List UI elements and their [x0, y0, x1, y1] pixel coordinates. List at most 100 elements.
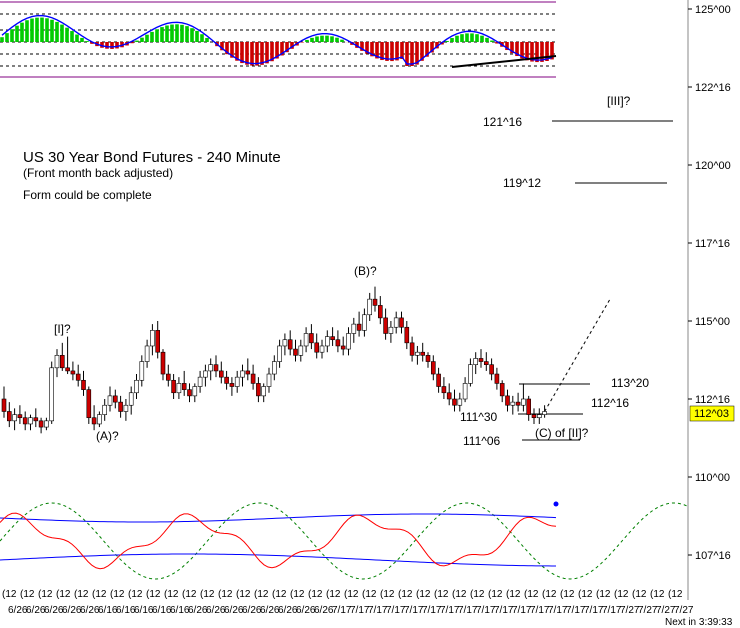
x-date-label: 7/17 — [530, 605, 550, 616]
candle-body — [197, 376, 203, 387]
candle-body — [309, 333, 314, 344]
candle-body — [494, 373, 500, 384]
histogram-bar — [165, 25, 169, 42]
wave-label-C-of-II: (C) of [II]? — [535, 426, 589, 440]
histogram-bar — [60, 24, 64, 42]
candle-body — [12, 414, 17, 422]
candle-body — [388, 326, 394, 334]
histogram-bar — [135, 40, 139, 42]
histogram-bar — [15, 25, 19, 42]
histogram-bar — [400, 42, 404, 60]
histogram-bar — [335, 37, 339, 42]
histogram-bar — [130, 42, 134, 44]
candle-body — [219, 370, 224, 378]
histogram-bar — [185, 26, 189, 42]
x-time-label: (12 — [452, 589, 467, 600]
cycle-wave-line — [0, 502, 688, 580]
x-date-label: 6/26 — [314, 605, 334, 616]
x-time-label: (12 — [470, 589, 485, 600]
candle-body — [28, 417, 33, 425]
candle-body — [192, 386, 198, 397]
candle-body — [160, 351, 166, 375]
candle-body — [483, 361, 489, 365]
candle-body — [303, 333, 309, 347]
candle-body — [340, 345, 346, 350]
x-time-label: (12 — [92, 589, 107, 600]
histogram-bar — [460, 34, 464, 42]
histogram-bar — [155, 29, 159, 42]
top-indicator-panel — [0, 1, 557, 78]
x-date-label: 6/16 — [134, 605, 154, 616]
candle-body — [362, 314, 367, 331]
candle-body — [298, 345, 304, 356]
histogram-bar — [275, 42, 279, 59]
y-tick-label: 120^00 — [695, 160, 731, 172]
histogram-bar — [305, 39, 309, 42]
histogram-bar — [205, 37, 209, 42]
candle-body — [44, 420, 49, 428]
candle-body — [356, 323, 362, 331]
histogram-bar — [280, 42, 284, 56]
candle-body — [271, 361, 277, 375]
y-axis-ticks: 125^00 122^16 120^00 117^16 115^00 112^16 110^… — [688, 4, 731, 562]
y-tick-label: 125^00 — [695, 4, 731, 16]
x-time-label: (12 — [506, 589, 521, 600]
histogram-bar — [235, 42, 239, 61]
candle-body — [144, 345, 150, 362]
x-date-label: 7/17 — [350, 605, 370, 616]
candle-body — [150, 330, 155, 347]
candle-body — [293, 348, 298, 356]
histogram-bar — [90, 42, 94, 44]
histogram-bar — [180, 24, 184, 42]
candle-body — [319, 345, 325, 353]
histogram-bar — [425, 42, 429, 57]
histogram-bar — [485, 37, 489, 42]
x-time-label: (12 — [488, 589, 503, 600]
histogram-bar — [300, 42, 304, 43]
target-label-113-20: 113^20 — [611, 376, 649, 390]
wave-label-I: [I]? — [54, 322, 71, 336]
candle-body — [441, 386, 447, 394]
histogram-bar — [355, 42, 359, 48]
y-tick-label: 112^16 — [695, 394, 730, 406]
histogram-bar — [150, 31, 154, 42]
candle-body — [420, 351, 426, 356]
y-tick-label: 117^16 — [695, 238, 730, 250]
x-time-label: (12 — [614, 589, 629, 600]
candle-body — [377, 305, 383, 319]
x-axis-date-labels: 6/266/266/266/266/266/166/166/166/166/16… — [8, 605, 694, 616]
histogram-bar — [450, 38, 454, 42]
candle-body — [536, 414, 542, 419]
histogram-bar — [455, 35, 459, 42]
candle-body — [171, 379, 176, 394]
histogram-bar — [390, 42, 394, 62]
candle-body — [436, 373, 441, 387]
candle-body — [250, 373, 256, 384]
candle-body — [240, 370, 245, 378]
histogram-bar — [495, 42, 499, 44]
histogram-bar — [140, 37, 144, 42]
wave-label-B: (B)? — [354, 264, 377, 278]
x-time-label: (12 — [650, 589, 665, 600]
histogram-bar — [430, 42, 434, 53]
histogram-bar — [325, 35, 329, 42]
x-time-label: (12 — [200, 589, 215, 600]
candle-body — [489, 364, 494, 375]
x-date-label: 6/26 — [8, 605, 28, 616]
candle-body — [139, 361, 145, 381]
histogram-bar — [320, 35, 324, 42]
histogram-bar — [310, 37, 314, 42]
x-time-label: (12 — [146, 589, 161, 600]
candle-body — [531, 414, 537, 419]
x-date-label: 7/17 — [548, 605, 568, 616]
x-date-label: 7/17 — [602, 605, 622, 616]
x-time-label: (12 — [182, 589, 197, 600]
candle-body — [70, 370, 76, 375]
x-date-label: 6/26 — [26, 605, 46, 616]
histogram-bar — [160, 27, 164, 42]
x-date-label: 7/27 — [638, 605, 658, 616]
histogram-bar — [285, 42, 289, 53]
x-date-label: 6/16 — [152, 605, 172, 616]
candle-body — [367, 298, 373, 316]
